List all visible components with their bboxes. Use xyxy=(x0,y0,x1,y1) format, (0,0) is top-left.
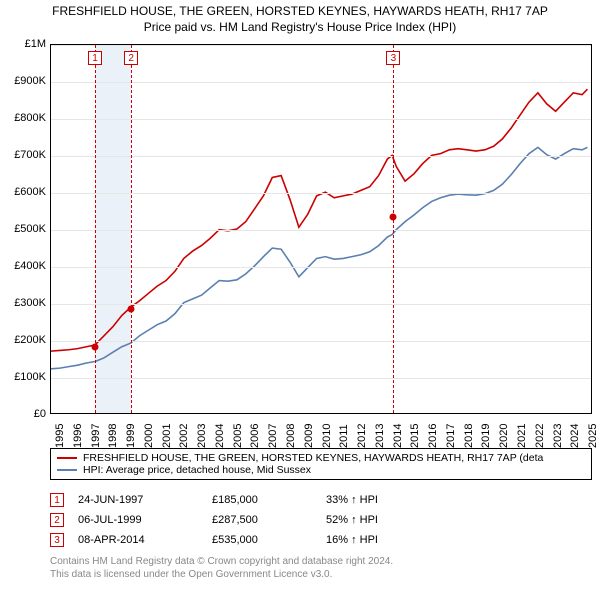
transaction-row: 1 24-JUN-1997 £185,000 33% ↑ HPI xyxy=(50,490,592,510)
x-tick-label: 2025 xyxy=(587,424,599,448)
x-tick-label: 2016 xyxy=(427,424,439,448)
legend-swatch-hpi xyxy=(57,469,77,471)
title-block: FRESHFIELD HOUSE, THE GREEN, HORSTED KEY… xyxy=(0,0,600,36)
sale-point xyxy=(92,343,99,350)
y-tick-label: £900K xyxy=(0,75,46,87)
x-tick-label: 2004 xyxy=(214,424,226,448)
sale-point xyxy=(390,214,397,221)
x-tick-label: 2014 xyxy=(392,424,404,448)
x-tick-label: 2020 xyxy=(498,424,510,448)
transaction-delta: 33% ↑ HPI xyxy=(326,494,446,506)
transaction-row: 3 08-APR-2014 £535,000 16% ↑ HPI xyxy=(50,530,592,550)
title-line-2: Price paid vs. HM Land Registry's House … xyxy=(8,20,592,34)
x-tick-label: 2007 xyxy=(267,424,279,448)
x-tick-label: 2019 xyxy=(480,424,492,448)
chart-plot-area: 1 2 3 xyxy=(50,44,592,414)
x-tick-label: 2017 xyxy=(445,424,457,448)
y-tick-label: £700K xyxy=(0,149,46,161)
sale-vline xyxy=(95,45,96,413)
chart-container: FRESHFIELD HOUSE, THE GREEN, HORSTED KEY… xyxy=(0,0,600,590)
sale-marker: 1 xyxy=(88,51,102,65)
legend-label-subject: FRESHFIELD HOUSE, THE GREEN, HORSTED KEY… xyxy=(83,452,543,464)
transaction-delta: 16% ↑ HPI xyxy=(326,534,446,546)
transaction-row: 2 06-JUL-1999 £287,500 52% ↑ HPI xyxy=(50,510,592,530)
x-tick-label: 2000 xyxy=(143,424,155,448)
y-tick-label: £600K xyxy=(0,186,46,198)
x-tick-label: 1997 xyxy=(90,424,102,448)
x-tick-label: 2024 xyxy=(569,424,581,448)
x-tick-label: 1995 xyxy=(54,424,66,448)
y-tick-label: £1M xyxy=(0,38,46,50)
x-tick-label: 1996 xyxy=(72,424,84,448)
y-tick-label: £100K xyxy=(0,371,46,383)
transaction-date: 08-APR-2014 xyxy=(78,534,198,546)
sale-point xyxy=(128,305,135,312)
y-tick-label: £400K xyxy=(0,260,46,272)
y-tick-label: £300K xyxy=(0,297,46,309)
y-tick-label: £200K xyxy=(0,334,46,346)
x-tick-label: 2012 xyxy=(356,424,368,448)
x-tick-label: 2001 xyxy=(161,424,173,448)
x-tick-label: 2021 xyxy=(516,424,528,448)
x-tick-label: 2015 xyxy=(409,424,421,448)
y-tick-label: £800K xyxy=(0,112,46,124)
footer-line-1: Contains HM Land Registry data © Crown c… xyxy=(50,556,592,569)
x-tick-label: 2008 xyxy=(285,424,297,448)
legend-item-hpi: HPI: Average price, detached house, Mid … xyxy=(57,464,585,476)
transactions-table: 1 24-JUN-1997 £185,000 33% ↑ HPI 2 06-JUL-199… xyxy=(50,490,592,550)
x-tick-label: 2005 xyxy=(232,424,244,448)
transaction-badge: 2 xyxy=(50,513,64,527)
transaction-price: £185,000 xyxy=(212,494,312,506)
x-tick-label: 2003 xyxy=(196,424,208,448)
x-tick-label: 2023 xyxy=(552,424,564,448)
x-tick-label: 2009 xyxy=(303,424,315,448)
transaction-date: 06-JUL-1999 xyxy=(78,514,198,526)
x-tick-label: 2018 xyxy=(463,424,475,448)
footer-attribution: Contains HM Land Registry data © Crown c… xyxy=(50,556,592,581)
x-tick-label: 2006 xyxy=(249,424,261,448)
x-tick-label: 2010 xyxy=(321,424,333,448)
x-tick-label: 2002 xyxy=(178,424,190,448)
x-tick-label: 2022 xyxy=(534,424,546,448)
legend-box: FRESHFIELD HOUSE, THE GREEN, HORSTED KEY… xyxy=(50,448,592,480)
footer-line-2: This data is licensed under the Open Gov… xyxy=(50,569,592,582)
y-tick-label: £0 xyxy=(0,408,46,420)
transaction-price: £287,500 xyxy=(212,514,312,526)
sale-vline xyxy=(131,45,132,413)
title-line-1: FRESHFIELD HOUSE, THE GREEN, HORSTED KEY… xyxy=(8,4,592,18)
legend-item-subject: FRESHFIELD HOUSE, THE GREEN, HORSTED KEY… xyxy=(57,452,585,464)
x-tick-label: 2013 xyxy=(374,424,386,448)
transaction-badge: 3 xyxy=(50,533,64,547)
transaction-badge: 1 xyxy=(50,493,64,507)
x-tick-label: 1999 xyxy=(125,424,137,448)
transaction-price: £535,000 xyxy=(212,534,312,546)
legend-swatch-subject xyxy=(57,457,77,459)
x-tick-label: 2011 xyxy=(338,424,350,448)
x-tick-label: 1998 xyxy=(107,424,119,448)
transaction-date: 24-JUN-1997 xyxy=(78,494,198,506)
sale-vline xyxy=(393,45,394,413)
legend-label-hpi: HPI: Average price, detached house, Mid … xyxy=(83,464,311,476)
sale-marker: 3 xyxy=(386,51,400,65)
transaction-delta: 52% ↑ HPI xyxy=(326,514,446,526)
sale-marker: 2 xyxy=(124,51,138,65)
y-tick-label: £500K xyxy=(0,223,46,235)
